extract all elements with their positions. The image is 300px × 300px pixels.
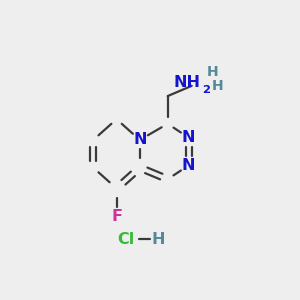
Text: H: H [207, 65, 219, 79]
Text: N: N [182, 130, 195, 145]
Text: Cl: Cl [117, 232, 134, 247]
Text: N: N [182, 158, 195, 173]
Text: N: N [133, 132, 147, 147]
Text: F: F [111, 209, 122, 224]
Text: H: H [152, 232, 165, 247]
Text: NH: NH [173, 75, 200, 90]
Text: 2: 2 [202, 85, 210, 95]
Text: H: H [212, 80, 224, 93]
